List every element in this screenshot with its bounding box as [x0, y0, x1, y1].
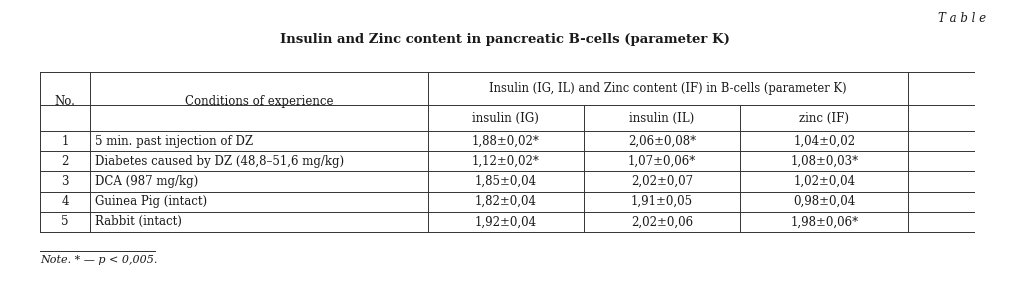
Text: 5: 5	[62, 215, 69, 228]
Text: 1,12±0,02*: 1,12±0,02*	[471, 155, 540, 168]
Text: 2,02±0,06: 2,02±0,06	[631, 215, 693, 228]
Text: 4: 4	[62, 195, 69, 208]
Text: 1,08±0,03*: 1,08±0,03*	[790, 155, 859, 168]
Text: 1,04±0,02: 1,04±0,02	[793, 135, 856, 148]
Text: 2: 2	[62, 155, 69, 168]
Text: DCA (987 mg/kg): DCA (987 mg/kg)	[96, 175, 199, 188]
Text: T a b l e: T a b l e	[937, 12, 986, 24]
Text: 1: 1	[62, 135, 69, 148]
Text: 1,98±0,06*: 1,98±0,06*	[790, 215, 859, 228]
Text: 1,91±0,05: 1,91±0,05	[631, 195, 693, 208]
Text: 2,02±0,07: 2,02±0,07	[631, 175, 693, 188]
Text: 1,82±0,04: 1,82±0,04	[474, 195, 537, 208]
Text: Conditions of experience: Conditions of experience	[185, 95, 333, 108]
Text: Rabbit (intact): Rabbit (intact)	[96, 215, 183, 228]
Text: Diabetes caused by DZ (48,8–51,6 mg/kg): Diabetes caused by DZ (48,8–51,6 mg/kg)	[96, 155, 344, 168]
Text: 2,06±0,08*: 2,06±0,08*	[628, 135, 696, 148]
Text: 1,88±0,02*: 1,88±0,02*	[471, 135, 540, 148]
Text: 3: 3	[62, 175, 69, 188]
Text: Insulin (IG, IL) and Zinc content (IF) in B-cells (parameter K): Insulin (IG, IL) and Zinc content (IF) i…	[489, 82, 847, 95]
Text: 1,02±0,04: 1,02±0,04	[793, 175, 856, 188]
Text: 1,85±0,04: 1,85±0,04	[474, 175, 537, 188]
Text: No.: No.	[54, 95, 76, 108]
Text: insulin (IL): insulin (IL)	[630, 111, 694, 124]
Text: 1,92±0,04: 1,92±0,04	[474, 215, 537, 228]
Text: 1,07±0,06*: 1,07±0,06*	[628, 155, 696, 168]
Text: insulin (IG): insulin (IG)	[472, 111, 539, 124]
Text: zinc (IF): zinc (IF)	[799, 111, 850, 124]
Text: Guinea Pig (intact): Guinea Pig (intact)	[96, 195, 208, 208]
Text: 0,98±0,04: 0,98±0,04	[793, 195, 856, 208]
Text: Insulin and Zinc content in pancreatic B-cells (parameter K): Insulin and Zinc content in pancreatic B…	[279, 33, 730, 46]
Text: 5 min. past injection of DZ: 5 min. past injection of DZ	[96, 135, 253, 148]
Text: Note. * — p < 0,005.: Note. * — p < 0,005.	[40, 255, 157, 265]
